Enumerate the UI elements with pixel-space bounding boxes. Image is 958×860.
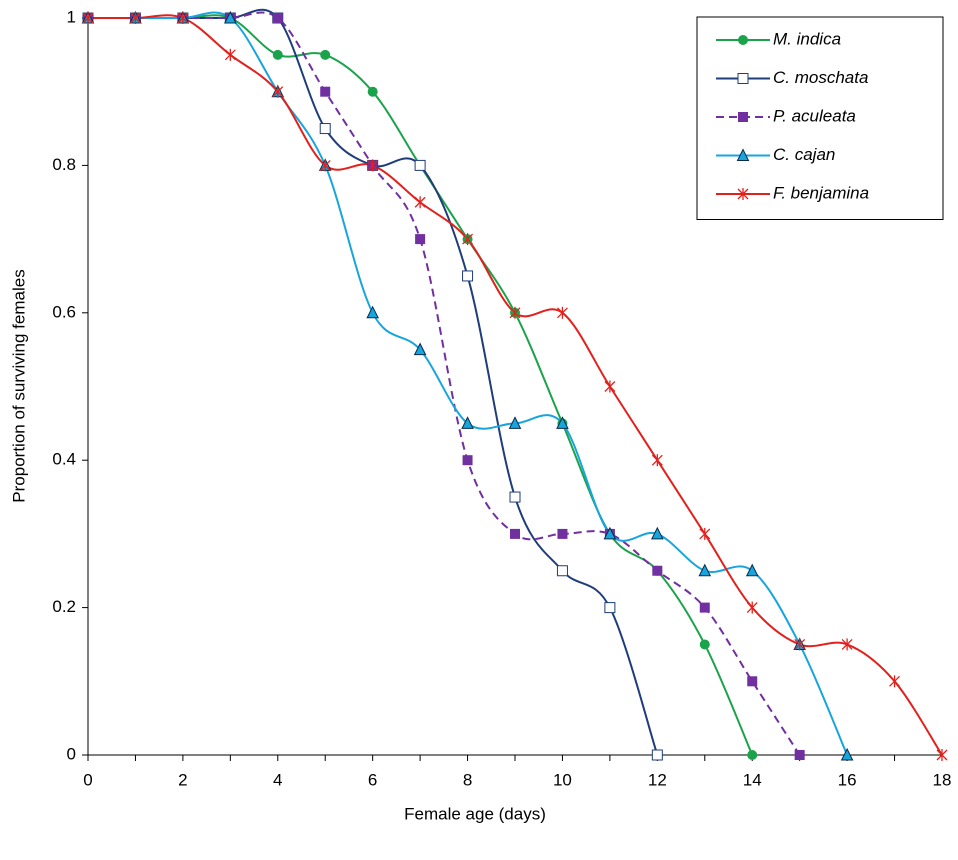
x-axis-label: Female age (days): [404, 804, 546, 823]
marker: [461, 416, 474, 429]
marker: [319, 123, 331, 135]
y-tick-label: 1: [67, 7, 76, 26]
marker: [177, 12, 189, 24]
marker: [509, 491, 521, 503]
marker: [319, 159, 331, 172]
marker: [747, 750, 758, 760]
marker: [604, 380, 616, 393]
marker: [272, 85, 284, 98]
marker: [462, 455, 473, 466]
marker: [746, 601, 758, 614]
y-tick-label: 0.2: [52, 597, 76, 616]
marker: [129, 12, 141, 24]
x-tick-label: 4: [273, 770, 282, 789]
marker: [604, 602, 616, 614]
marker: [462, 270, 474, 282]
marker: [556, 306, 568, 319]
marker: [794, 638, 806, 651]
marker: [508, 416, 522, 429]
marker: [738, 112, 748, 122]
marker: [889, 675, 901, 688]
marker: [367, 159, 379, 172]
marker: [841, 638, 853, 651]
marker: [651, 749, 663, 761]
marker: [224, 10, 237, 24]
y-tick-label: 0.6: [52, 302, 76, 321]
marker: [272, 49, 283, 60]
y-tick-label: 0.8: [52, 155, 76, 174]
series-line: [88, 14, 754, 756]
legend-label: C. moschata: [773, 68, 868, 87]
marker: [509, 306, 521, 319]
marker: [794, 750, 805, 760]
legend-label: C. cajan: [773, 145, 835, 164]
marker: [737, 188, 749, 200]
x-tick-label: 10: [553, 770, 572, 789]
marker: [367, 86, 378, 97]
marker: [320, 86, 331, 97]
marker: [82, 12, 94, 24]
marker: [414, 159, 426, 171]
marker: [651, 454, 663, 467]
x-tick-label: 14: [743, 770, 762, 789]
marker: [936, 749, 948, 761]
marker: [414, 196, 426, 209]
x-tick-label: 6: [368, 770, 377, 789]
x-tick-label: 18: [933, 770, 952, 789]
marker: [736, 148, 750, 161]
x-tick-label: 16: [838, 770, 857, 789]
marker: [415, 234, 426, 245]
y-tick-label: 0: [67, 744, 76, 763]
marker: [556, 416, 569, 429]
marker: [603, 526, 617, 540]
marker: [224, 48, 236, 61]
x-tick-label: 2: [178, 770, 187, 789]
marker: [272, 13, 283, 23]
series-line: [88, 11, 801, 756]
x-tick-label: 12: [648, 770, 667, 789]
marker: [698, 563, 712, 577]
marker: [737, 73, 749, 84]
marker: [320, 49, 331, 60]
marker: [699, 602, 710, 613]
marker: [699, 639, 710, 650]
marker: [462, 233, 474, 246]
marker: [556, 565, 568, 577]
x-tick-label: 8: [463, 770, 472, 789]
marker: [747, 676, 758, 687]
x-tick-label: 0: [83, 770, 92, 789]
marker: [413, 342, 427, 356]
marker: [652, 565, 663, 576]
marker: [510, 528, 520, 539]
marker: [651, 526, 664, 540]
legend-label: M. indica: [773, 29, 841, 48]
y-axis-label: Proportion of surviving females: [9, 269, 28, 502]
series-line: [88, 8, 659, 756]
marker: [366, 305, 379, 319]
marker: [840, 747, 854, 761]
marker: [745, 563, 759, 577]
legend: M. indica C. moschata P. aculeata C. cajan F…: [696, 16, 944, 220]
legend-label: F. benjamina: [773, 183, 869, 202]
y-tick-label: 0.4: [52, 450, 76, 469]
legend-label: P. aculeata: [773, 106, 856, 125]
marker: [557, 528, 568, 539]
marker: [699, 527, 711, 540]
marker: [738, 35, 748, 45]
